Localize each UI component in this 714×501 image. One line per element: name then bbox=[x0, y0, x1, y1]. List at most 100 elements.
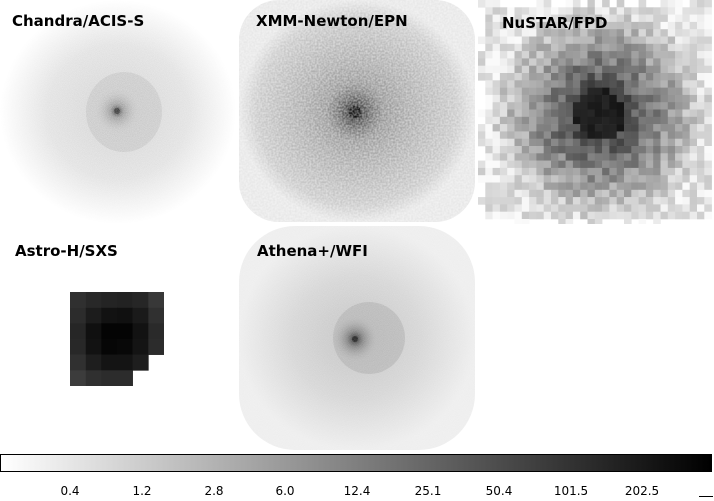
nustar-pixel bbox=[638, 51, 647, 59]
nustar-pixel bbox=[543, 138, 552, 147]
nustar-pixel bbox=[572, 131, 581, 139]
nustar-pixel bbox=[558, 94, 566, 103]
nustar-pixel bbox=[653, 29, 661, 37]
nustar-pixel bbox=[697, 80, 705, 88]
nustar-pixel bbox=[580, 73, 588, 81]
nustar-pixel bbox=[507, 36, 515, 45]
nustar-pixel bbox=[616, 43, 625, 52]
nustar-pixel bbox=[580, 204, 588, 212]
nustar-pixel bbox=[602, 204, 610, 212]
nustar-pixel bbox=[594, 65, 603, 74]
nustar-pixel bbox=[514, 102, 523, 110]
nustar-pixel bbox=[689, 204, 698, 212]
astroh-pixel bbox=[148, 339, 164, 355]
colorbar-tick-label: 12.4 bbox=[343, 484, 371, 498]
nustar-pixel bbox=[638, 153, 647, 161]
nustar-pixel bbox=[543, 131, 552, 139]
nustar-pixel bbox=[602, 211, 610, 220]
nustar-pixel bbox=[580, 102, 588, 110]
nustar-pixel bbox=[675, 138, 683, 147]
nustar-pixel bbox=[543, 124, 552, 132]
nustar-pixel bbox=[609, 36, 617, 45]
nustar-pixel bbox=[638, 160, 647, 169]
nustar-pixel bbox=[689, 197, 698, 205]
nustar-pixel bbox=[638, 0, 647, 8]
astroh-pixel bbox=[117, 307, 133, 324]
nustar-pixel bbox=[624, 14, 632, 23]
nustar-pixel bbox=[638, 197, 647, 205]
nustar-pixel bbox=[682, 21, 690, 30]
nustar-pixel bbox=[499, 175, 508, 183]
nustar-pixel bbox=[594, 102, 603, 110]
chandra-image bbox=[0, 0, 236, 224]
nustar-pixel bbox=[492, 204, 501, 212]
nustar-pixel bbox=[492, 58, 501, 66]
nustar-pixel bbox=[572, 146, 581, 154]
nustar-pixel bbox=[594, 87, 603, 96]
nustar-pixel bbox=[682, 189, 690, 198]
nustar-pixel bbox=[580, 116, 588, 125]
nustar-pixel bbox=[521, 153, 530, 161]
panel-label-astroh: Astro-H/SXS bbox=[15, 242, 118, 260]
nustar-pixel bbox=[587, 116, 596, 125]
nustar-pixel bbox=[536, 65, 544, 74]
nustar-pixel bbox=[645, 36, 654, 45]
nustar-pixel bbox=[638, 14, 647, 23]
nustar-pixel bbox=[521, 87, 530, 96]
nustar-pixel bbox=[587, 14, 596, 23]
nustar-pixel bbox=[660, 124, 669, 132]
nustar-pixel bbox=[521, 182, 530, 191]
nustar-pixel bbox=[558, 116, 566, 125]
nustar-pixel bbox=[653, 102, 661, 110]
nustar-pixel bbox=[631, 65, 639, 74]
nustar-pixel bbox=[565, 211, 574, 220]
nustar-pixel bbox=[624, 211, 632, 220]
nustar-pixel bbox=[616, 21, 625, 30]
nustar-pixel bbox=[594, 211, 603, 220]
nustar-pixel bbox=[667, 146, 676, 154]
nustar-pixel bbox=[478, 73, 486, 81]
nustar-pixel bbox=[572, 58, 581, 66]
nustar-pixel bbox=[624, 153, 632, 161]
nustar-pixel bbox=[492, 73, 501, 81]
nustar-pixel bbox=[558, 160, 566, 169]
nustar-pixel bbox=[551, 138, 559, 147]
nustar-pixel bbox=[499, 116, 508, 125]
nustar-pixel bbox=[478, 197, 486, 205]
nustar-pixel bbox=[485, 65, 493, 74]
nustar-pixel bbox=[675, 204, 683, 212]
nustar-pixel bbox=[536, 7, 544, 15]
panel-label-chandra: Chandra/ACIS-S bbox=[12, 12, 145, 30]
nustar-pixel bbox=[587, 87, 596, 96]
nustar-pixel bbox=[594, 58, 603, 66]
nustar-pixel bbox=[572, 73, 581, 81]
nustar-pixel bbox=[485, 124, 493, 132]
nustar-pixel bbox=[587, 182, 596, 191]
astroh-pixel bbox=[101, 354, 118, 371]
nustar-pixel bbox=[660, 65, 669, 74]
nustar-pixel bbox=[514, 29, 523, 37]
nustar-pixel bbox=[682, 109, 690, 118]
astroh-pixel bbox=[132, 307, 149, 324]
nustar-pixel bbox=[675, 87, 683, 96]
nustar-pixel bbox=[645, 102, 654, 110]
nustar-pixel bbox=[602, 189, 610, 198]
nustar-pixel bbox=[675, 51, 683, 59]
nustar-pixel bbox=[492, 182, 501, 191]
nustar-pixel bbox=[587, 204, 596, 212]
nustar-pixel bbox=[587, 80, 596, 88]
nustar-pixel bbox=[529, 131, 537, 139]
nustar-pixel bbox=[602, 51, 610, 59]
nustar-pixel bbox=[704, 197, 712, 205]
nustar-pixel bbox=[514, 204, 523, 212]
nustar-pixel bbox=[492, 124, 501, 132]
nustar-pixel bbox=[572, 80, 581, 88]
nustar-pixel bbox=[492, 160, 501, 169]
nustar-pixel bbox=[645, 189, 654, 198]
nustar-pixel bbox=[609, 204, 617, 212]
nustar-pixel bbox=[558, 65, 566, 74]
nustar-pixel bbox=[478, 65, 486, 74]
nustar-pixel bbox=[616, 197, 625, 205]
nustar-pixel bbox=[551, 65, 559, 74]
nustar-pixel bbox=[638, 87, 647, 96]
